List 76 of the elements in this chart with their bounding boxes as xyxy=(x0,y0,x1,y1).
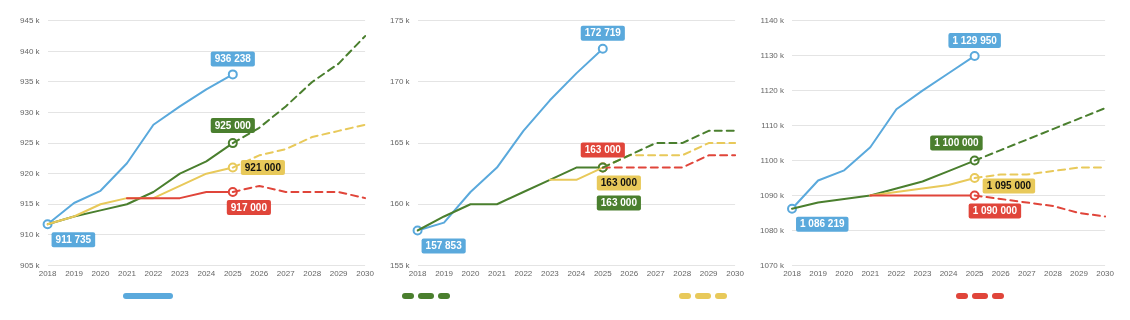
data-label: 911 735 xyxy=(55,233,92,245)
data-label: 921 000 xyxy=(244,161,282,173)
x-tick-label: 2028 xyxy=(303,269,322,279)
data-label: 1 090 000 xyxy=(972,205,1018,217)
y-tick-label: 930 k xyxy=(19,107,41,117)
x-tick-label: 2021 xyxy=(488,269,507,279)
x-tick-label: 2022 xyxy=(514,269,533,279)
x-tick-label: 2024 xyxy=(567,269,586,279)
x-tick-label: 2029 xyxy=(699,269,719,279)
data-label: 172 719 xyxy=(584,27,622,39)
x-tick-label: 2018 xyxy=(408,269,428,279)
y-tick-label: 1120 k xyxy=(760,85,786,95)
x-tick-label: 2028 xyxy=(673,269,692,279)
x-tick-label: 2023 xyxy=(540,269,560,279)
x-tick-label: 2025 xyxy=(593,269,613,279)
data-label: 925 000 xyxy=(214,119,252,131)
x-tick-label: 2024 xyxy=(939,269,959,279)
data-label: 1 100 000 xyxy=(934,137,980,149)
y-tick-label: 1130 k xyxy=(760,50,786,60)
x-tick-label: 2020 xyxy=(835,269,854,279)
x-tick-label: 2021 xyxy=(118,269,137,279)
x-tick-label: 2019 xyxy=(435,269,454,279)
x-tick-label: 2023 xyxy=(913,269,932,279)
y-tick-label: 945 k xyxy=(19,16,41,25)
y-tick-label: 165 k xyxy=(389,138,411,148)
x-tick-label: 2030 xyxy=(726,269,745,279)
x-tick-label: 2018 xyxy=(38,269,58,279)
x-tick-label: 2020 xyxy=(461,269,480,279)
y-tick-label: 175 k xyxy=(389,16,411,25)
y-tick-label: 1140 k xyxy=(760,16,786,25)
x-tick-label: 2026 xyxy=(620,269,639,279)
x-tick-label: 2025 xyxy=(223,269,243,279)
x-tick-label: 2029 xyxy=(1070,269,1089,279)
x-tick-label: 2027 xyxy=(646,269,666,279)
x-tick-label: 2025 xyxy=(965,269,985,279)
x-tick-label: 2026 xyxy=(250,269,269,279)
y-tick-label: 170 k xyxy=(389,77,411,87)
x-tick-label: 2028 xyxy=(1044,269,1063,279)
x-tick-label: 2030 xyxy=(1096,269,1115,279)
x-tick-label: 2018 xyxy=(783,269,802,279)
x-tick-label: 2022 xyxy=(887,269,906,279)
x-tick-label: 2024 xyxy=(197,269,216,279)
y-tick-label: 920 k xyxy=(19,168,41,178)
y-tick-label: 160 k xyxy=(389,199,411,209)
y-tick-label: 1070 k xyxy=(759,260,786,270)
x-tick-label: 2022 xyxy=(144,269,163,279)
y-tick-label: 925 k xyxy=(19,138,41,148)
y-tick-label: 935 k xyxy=(19,77,41,87)
data-label: 163 000 xyxy=(600,197,638,209)
x-tick-label: 2026 xyxy=(991,269,1011,279)
x-tick-label: 2020 xyxy=(91,269,110,279)
x-tick-label: 2019 xyxy=(809,269,828,279)
x-tick-label: 2027 xyxy=(1017,269,1037,279)
x-tick-label: 2030 xyxy=(356,269,375,279)
y-tick-label: 910 k xyxy=(19,230,41,240)
y-tick-label: 1090 k xyxy=(759,190,786,200)
data-label: 1 129 950 xyxy=(952,34,998,46)
y-tick-label: 1100 k xyxy=(760,155,786,165)
y-tick-label: 905 k xyxy=(19,260,41,270)
data-label: 157 853 xyxy=(425,240,463,252)
data-label: 163 000 xyxy=(600,177,638,189)
data-label: 1 095 000 xyxy=(986,180,1032,192)
data-label: 1 086 219 xyxy=(800,218,845,230)
data-label: 936 238 xyxy=(214,53,252,65)
y-tick-label: 940 k xyxy=(19,46,41,56)
data-label: 163 000 xyxy=(584,144,622,156)
x-tick-label: 2029 xyxy=(329,269,349,279)
y-tick-label: 1080 k xyxy=(759,225,786,235)
x-tick-label: 2019 xyxy=(65,269,84,279)
y-tick-label: 915 k xyxy=(19,199,41,209)
x-tick-label: 2027 xyxy=(276,269,296,279)
y-tick-label: 155 k xyxy=(389,260,411,270)
x-tick-label: 2021 xyxy=(861,269,880,279)
y-tick-label: 1110 k xyxy=(761,120,786,130)
data-label: 917 000 xyxy=(230,201,268,213)
x-tick-label: 2023 xyxy=(170,269,190,279)
